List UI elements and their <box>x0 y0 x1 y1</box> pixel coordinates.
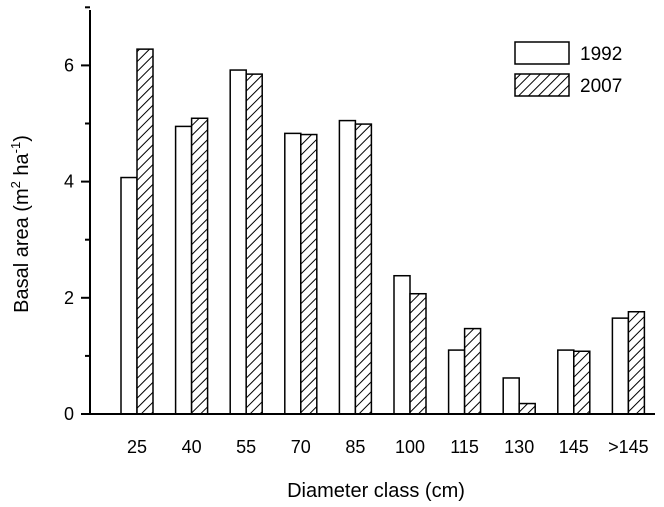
bar-2007-55 <box>245 73 263 415</box>
bar-1992-55 <box>229 69 247 415</box>
legend-label-2007: 2007 <box>580 76 622 97</box>
x-axis-label: Diameter class (cm) <box>287 480 465 502</box>
bar-2007-40 <box>190 117 209 415</box>
x-tick-label: 40 <box>182 437 202 457</box>
bar-1992-70 <box>284 132 302 415</box>
x-tick-label: 130 <box>504 437 534 457</box>
legend-label-1992: 1992 <box>580 44 622 65</box>
bar-2007-70 <box>300 133 318 415</box>
bar-1992-100 <box>393 274 411 415</box>
y-tick-label: 4 <box>64 172 74 192</box>
y-axis-label: Basal area (m2 ha-1) <box>8 135 33 313</box>
bar-1992->145 <box>611 317 630 415</box>
plot-area: 0 2 4 6 25 40 55 70 85 100 115 130 145 >145 <box>64 6 655 457</box>
bars-group <box>120 48 646 415</box>
bar-1992-85 <box>338 119 357 415</box>
x-tick-label: 70 <box>291 437 311 457</box>
y-tick-label: 2 <box>64 288 74 308</box>
y-axis-ticks: 0 2 4 6 <box>64 6 90 424</box>
y-tick-label: 0 <box>64 404 74 424</box>
legend: 1992 2007 <box>514 41 622 97</box>
bar-1992-115 <box>447 349 466 415</box>
bar-1992-130 <box>502 377 520 415</box>
bar-2007-130 <box>518 402 536 415</box>
bar-2007-85 <box>354 123 373 415</box>
bar-2007-145 <box>573 350 591 415</box>
x-tick-label: 85 <box>345 437 365 457</box>
bar-2007-25 <box>136 48 154 415</box>
bar-1992-145 <box>557 349 575 415</box>
x-tick-label: 55 <box>236 437 256 457</box>
x-tick-label: 25 <box>127 437 147 457</box>
x-tick-label: 115 <box>450 437 479 457</box>
y-tick-label: 6 <box>64 55 74 75</box>
bar-1992-40 <box>174 125 193 415</box>
x-tick-label: 100 <box>395 437 425 457</box>
legend-swatch-1992 <box>514 41 570 65</box>
x-tick-label: 145 <box>559 437 589 457</box>
bar-1992-25 <box>120 176 138 415</box>
bar-2007-115 <box>463 327 482 415</box>
legend-swatch-2007 <box>514 73 570 97</box>
x-axis-tick-labels: 25 40 55 70 85 100 115 130 145 >145 <box>127 437 649 457</box>
x-tick-label: >145 <box>608 437 649 457</box>
bar-2007-100 <box>409 292 427 415</box>
bar-2007->145 <box>627 310 646 415</box>
